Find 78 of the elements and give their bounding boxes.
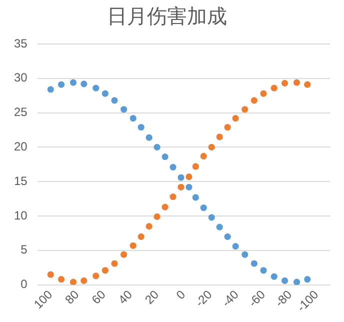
- point: [250, 260, 258, 267]
- point: [120, 106, 128, 113]
- x-tick-label: 0: [174, 287, 188, 302]
- y-tick-label: 20: [14, 140, 28, 154]
- point: [47, 271, 54, 278]
- x-tick-label: 20: [142, 287, 162, 307]
- point: [192, 163, 199, 170]
- point: [111, 97, 118, 104]
- point: [216, 134, 223, 140]
- point: [260, 90, 267, 97]
- point: [120, 251, 128, 258]
- point: [47, 86, 54, 93]
- point: [162, 204, 168, 210]
- point: [232, 115, 239, 122]
- point: [242, 251, 248, 258]
- point: [130, 115, 136, 122]
- chart-title: 日月伤害加成: [107, 4, 227, 28]
- point: [208, 144, 215, 151]
- point: [200, 204, 207, 212]
- point: [242, 106, 248, 113]
- point: [293, 278, 300, 285]
- point: [154, 144, 160, 151]
- point: [304, 81, 311, 88]
- y-tick-label: 5: [20, 242, 28, 257]
- point: [304, 276, 311, 283]
- x-tick-label: -100: [294, 287, 322, 314]
- x-tick-label: 60: [88, 287, 109, 307]
- point: [224, 124, 231, 131]
- point: [92, 84, 100, 92]
- point: [178, 174, 184, 181]
- point: [58, 276, 65, 283]
- point: [186, 174, 192, 180]
- point: [281, 80, 288, 87]
- point: [138, 124, 144, 131]
- point: [92, 272, 100, 280]
- point: [293, 79, 300, 86]
- point: [130, 242, 136, 249]
- x-tick-label: 40: [116, 287, 136, 307]
- point: [250, 97, 258, 104]
- point: [154, 213, 160, 220]
- point: [70, 278, 77, 285]
- point: [224, 233, 231, 240]
- point: [80, 277, 88, 284]
- point: [216, 224, 223, 230]
- point: [192, 194, 199, 201]
- point: [146, 223, 152, 230]
- point: [170, 164, 176, 170]
- x-tick-label: -60: [246, 287, 268, 310]
- x-tick-label: -40: [219, 287, 242, 310]
- point: [208, 214, 215, 221]
- point: [178, 184, 184, 190]
- point: [260, 267, 267, 274]
- point: [270, 84, 278, 92]
- point: [170, 193, 176, 200]
- y-tick-label: 25: [14, 105, 28, 120]
- point: [270, 273, 278, 280]
- point: [80, 80, 88, 88]
- y-tick-label: 30: [14, 70, 28, 85]
- y-tick-label: 0: [20, 277, 28, 292]
- point: [162, 154, 168, 160]
- point: [146, 134, 152, 141]
- y-tick-label: 15: [14, 174, 28, 188]
- point: [102, 267, 108, 274]
- point: [138, 233, 144, 240]
- y-tick-label: 35: [14, 36, 28, 50]
- y-tick-label: 10: [14, 208, 28, 222]
- point: [70, 79, 77, 86]
- point: [102, 90, 108, 97]
- point: [58, 81, 65, 88]
- x-tick-label: -80: [272, 287, 295, 310]
- point: [111, 260, 118, 267]
- point: [186, 184, 192, 190]
- x-tick-label: 80: [62, 287, 82, 307]
- x-tick-label: -20: [192, 287, 215, 310]
- point: [200, 152, 207, 160]
- point: [232, 243, 239, 250]
- x-tick-label: 100: [31, 287, 56, 312]
- point: [281, 277, 288, 284]
